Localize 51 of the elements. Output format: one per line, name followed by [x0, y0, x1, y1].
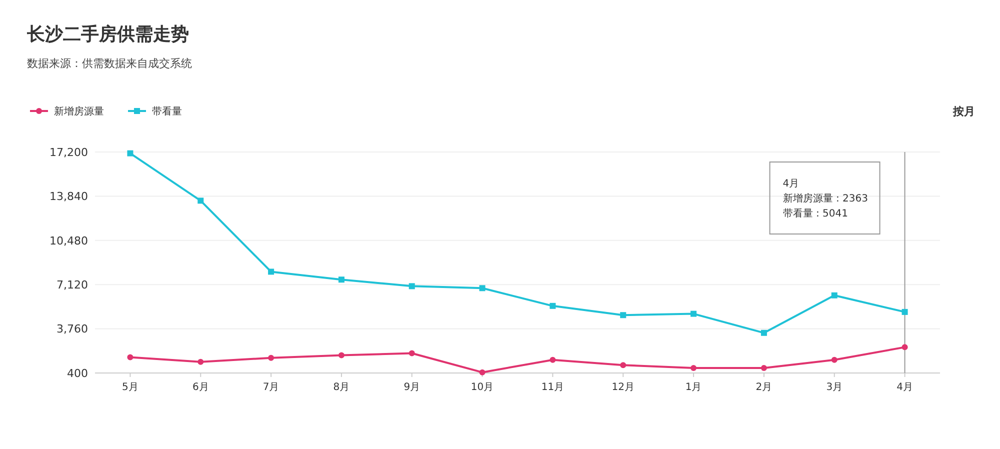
point [690, 310, 697, 317]
x-tick-label: 3月 [826, 382, 843, 393]
y-tick-label: 17,200 [50, 146, 88, 159]
y-tick-label: 7,120 [56, 278, 88, 292]
x-tick-label: 5月 [122, 382, 138, 393]
x-tick-label: 7月 [262, 382, 280, 393]
point [338, 276, 344, 283]
chart-subtitle: 数据来源：供需数据来自成交系统 [27, 57, 192, 70]
chart-title: 长沙二手房供需走势 [26, 24, 189, 45]
x-tick-label: 6月 [192, 382, 209, 393]
y-tick-label: 13,840 [50, 190, 88, 204]
x-tick-label: 12月 [612, 382, 634, 393]
y-tick-label: 400 [67, 366, 88, 380]
point [268, 268, 274, 275]
point [338, 352, 344, 358]
point [620, 362, 626, 368]
y-tick-label: 3,760 [56, 322, 88, 336]
annotation: 新增房源量 : 2363 [782, 192, 868, 204]
x-tick-label: 2月 [756, 382, 772, 393]
point [408, 350, 415, 356]
point [479, 285, 486, 292]
point [690, 365, 697, 371]
point [408, 283, 415, 290]
annotation: 带看量 : 5041 [782, 208, 848, 220]
point [831, 356, 838, 363]
point [268, 354, 274, 361]
point [198, 358, 204, 365]
y-tick-label: 10,480 [50, 234, 88, 248]
x-tick-label: 9月 [404, 382, 420, 393]
point [127, 354, 134, 360]
x-tick-label: 8月 [333, 382, 350, 393]
legend-label: 新增房源量 [54, 106, 104, 118]
point [760, 330, 767, 336]
point [620, 312, 626, 318]
point [550, 356, 556, 363]
point [902, 344, 908, 350]
tooltip-box: 4月 新增房源量 : 2363 带看量 : 5041 [769, 162, 880, 234]
x-tick-label: 10月 [470, 382, 494, 393]
point [550, 302, 556, 309]
point [198, 198, 204, 204]
point [479, 369, 486, 376]
annotation: 4月 [782, 178, 800, 190]
point [831, 292, 838, 298]
point [760, 365, 767, 371]
point [902, 308, 908, 315]
x-tick-label: 11月 [541, 382, 564, 393]
text: 按月 [952, 104, 975, 118]
x-tick-label: 1月 [685, 382, 702, 393]
point [127, 150, 134, 156]
legend-label: 带看量 [152, 106, 182, 118]
x-tick-label: 4月 [896, 382, 913, 393]
